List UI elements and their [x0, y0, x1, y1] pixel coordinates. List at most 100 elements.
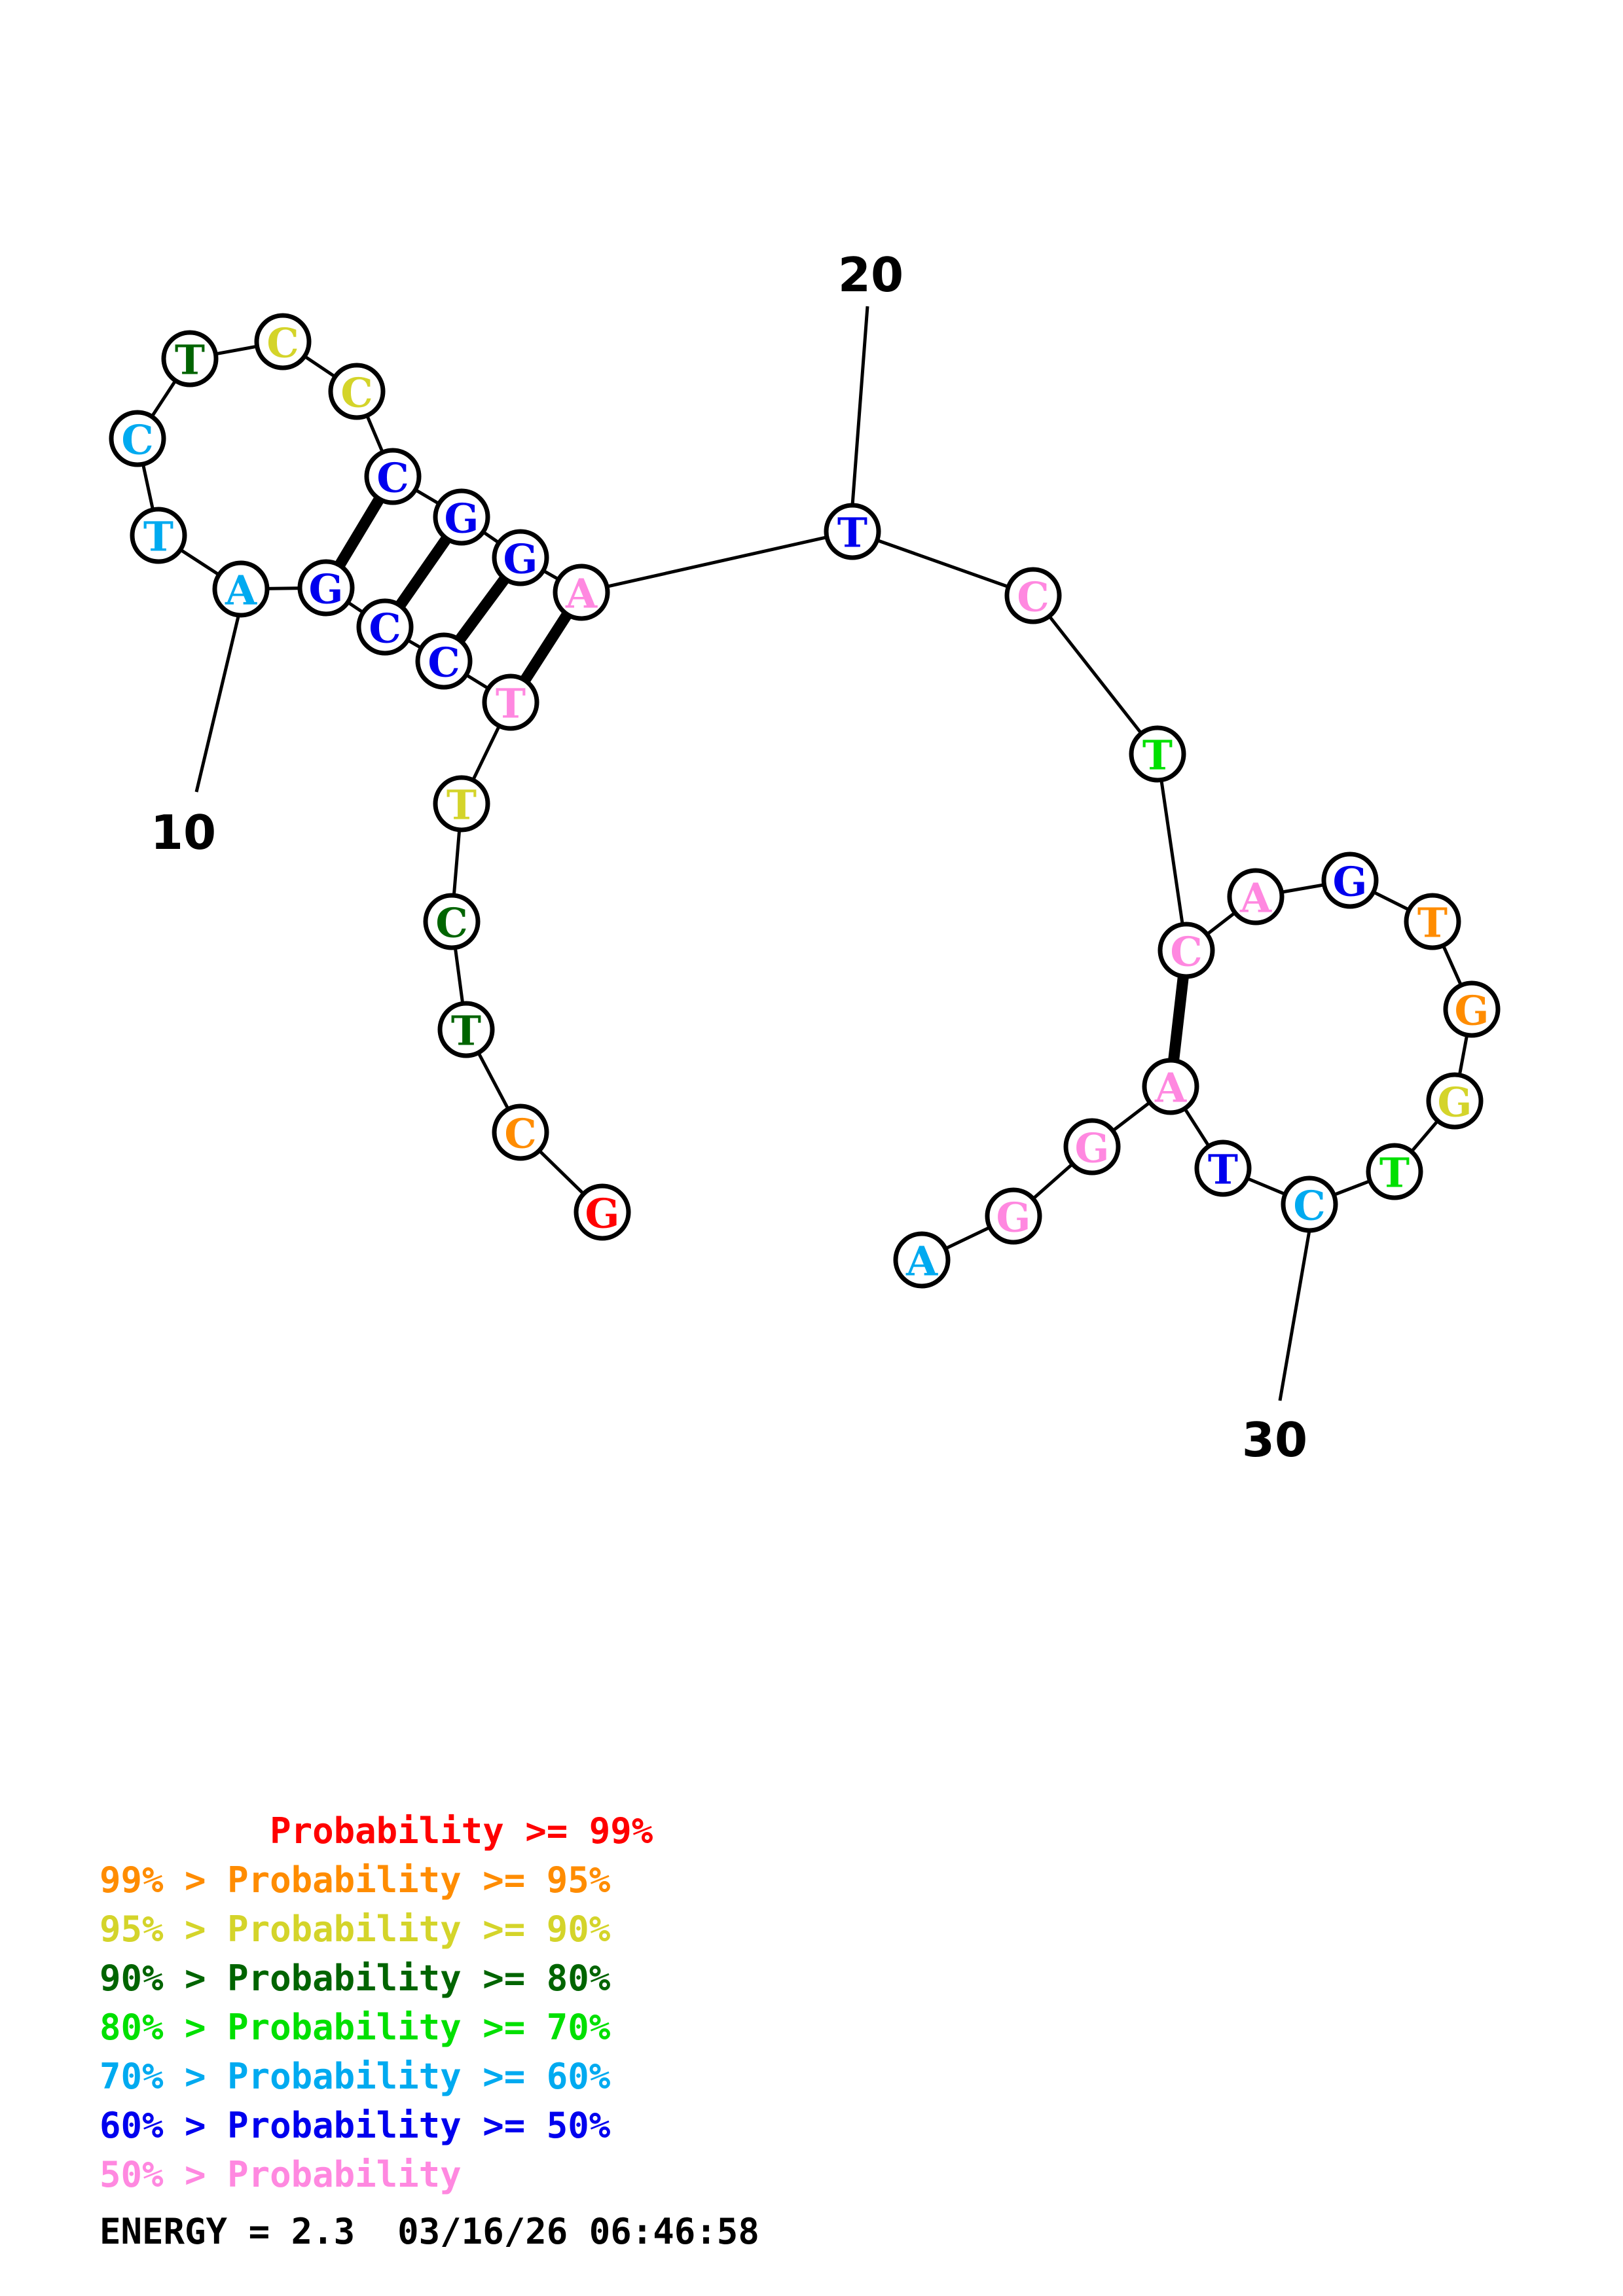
base-node[interactable]: G: [574, 1183, 631, 1241]
backbone-bond: [149, 378, 178, 419]
base-node[interactable]: C: [1281, 1175, 1338, 1233]
base-node-circle: [985, 1187, 1042, 1245]
backbone-bond: [141, 462, 155, 512]
backbone-bond: [1159, 778, 1184, 926]
base-node[interactable]: T: [482, 673, 539, 731]
base-letter: G: [1075, 1124, 1110, 1172]
base-node[interactable]: C: [423, 893, 481, 950]
base-node-circle: [433, 488, 490, 546]
base-node[interactable]: C: [356, 598, 414, 656]
base-node[interactable]: A: [1227, 868, 1285, 925]
base-node[interactable]: G: [1443, 980, 1501, 1038]
backbone-layer: [141, 344, 1469, 1251]
legend-row-7: 60% > Probability >= 50%: [100, 2105, 611, 2146]
base-pair-bonds-layer: [334, 495, 1189, 1062]
base-letter: G: [503, 535, 538, 583]
backbone-bond: [471, 724, 501, 782]
base-letter: C: [1293, 1182, 1325, 1230]
backbone-bond: [1409, 1119, 1440, 1154]
backbone-bond: [453, 946, 465, 1005]
base-node-circle: [130, 507, 187, 564]
base-node[interactable]: C: [1004, 567, 1062, 624]
base-letter: G: [585, 1190, 620, 1238]
base-node[interactable]: C: [364, 448, 422, 505]
base-node[interactable]: T: [1194, 1139, 1252, 1197]
base-node-circle: [1443, 980, 1501, 1038]
position-tick-layer: [194, 306, 1311, 1401]
base-node-circle: [297, 559, 355, 617]
legend-row-5: 80% > Probability >= 70%: [100, 2007, 611, 2048]
position-tick-line: [850, 306, 869, 506]
base-node[interactable]: G: [492, 529, 549, 586]
base-node[interactable]: T: [437, 1001, 495, 1058]
backbone-bond: [1047, 614, 1144, 736]
backbone-bond: [1110, 1100, 1152, 1133]
base-node[interactable]: T: [1366, 1143, 1423, 1200]
base-letter: T: [447, 781, 477, 829]
backbone-bond: [476, 1050, 511, 1111]
base-node[interactable]: T: [1404, 893, 1461, 950]
base-letter: T: [1379, 1149, 1410, 1197]
base-node[interactable]: C: [254, 313, 312, 370]
legend-row-1: Probability >= 99%: [100, 1810, 653, 1852]
base-node[interactable]: C: [1158, 922, 1215, 979]
base-node-circle: [1194, 1139, 1252, 1197]
base-node[interactable]: T: [1129, 725, 1186, 783]
backbone-bond: [1371, 889, 1412, 912]
base-node[interactable]: T: [130, 507, 187, 564]
base-node-circle: [1158, 922, 1215, 979]
base-letter: C: [369, 605, 401, 653]
backbone-bond: [875, 538, 1011, 589]
base-node[interactable]: T: [433, 775, 490, 833]
base-letter: C: [1170, 928, 1202, 976]
backbone-bond: [1280, 883, 1326, 894]
base-letter: G: [445, 495, 479, 543]
base-node[interactable]: G: [1426, 1072, 1484, 1130]
base-letter: C: [504, 1110, 536, 1158]
base-node[interactable]: G: [985, 1187, 1042, 1245]
base-node-circle: [254, 313, 312, 370]
base-letter: C: [266, 319, 299, 367]
base-letter: A: [565, 570, 598, 618]
base-letter: G: [1333, 858, 1368, 906]
base-letter: T: [451, 1007, 481, 1055]
base-node[interactable]: A: [1142, 1058, 1199, 1115]
base-node[interactable]: T: [824, 503, 881, 560]
base-node[interactable]: A: [893, 1231, 951, 1289]
base-node[interactable]: C: [492, 1103, 549, 1161]
base-letter: A: [905, 1238, 938, 1285]
backbone-bond: [452, 828, 462, 897]
base-letter: T: [496, 680, 526, 728]
base-node-circle: [364, 448, 422, 505]
base-node-circle: [328, 363, 386, 420]
backbone-bond: [1332, 1179, 1372, 1197]
base-node[interactable]: G: [433, 488, 490, 546]
base-node[interactable]: C: [328, 363, 386, 420]
base-node[interactable]: G: [297, 559, 355, 617]
backbone-bond: [1205, 910, 1237, 937]
base-node-circle: [1142, 1058, 1199, 1115]
base-node-circle: [1366, 1143, 1423, 1200]
base-node[interactable]: C: [109, 410, 166, 467]
base-node[interactable]: A: [212, 560, 270, 618]
base-letter: T: [1417, 899, 1448, 947]
base-letter: C: [121, 416, 153, 464]
base-node[interactable]: T: [161, 330, 219, 387]
backbone-bond: [302, 354, 337, 379]
base-node[interactable]: G: [1321, 852, 1379, 909]
base-pair-bond: [1168, 975, 1189, 1062]
base-node-circle: [1426, 1072, 1484, 1130]
base-node-circle: [1129, 725, 1186, 783]
base-node[interactable]: G: [1063, 1118, 1121, 1175]
base-letter: G: [309, 565, 344, 613]
base-node[interactable]: A: [553, 564, 610, 621]
base-letter: C: [376, 454, 409, 502]
backbone-bond: [464, 672, 490, 691]
base-node-circle: [824, 503, 881, 560]
base-node[interactable]: C: [415, 632, 473, 690]
base-letter: A: [1154, 1064, 1187, 1112]
backbone-bond: [1030, 1162, 1075, 1201]
base-node-circle: [356, 598, 414, 656]
